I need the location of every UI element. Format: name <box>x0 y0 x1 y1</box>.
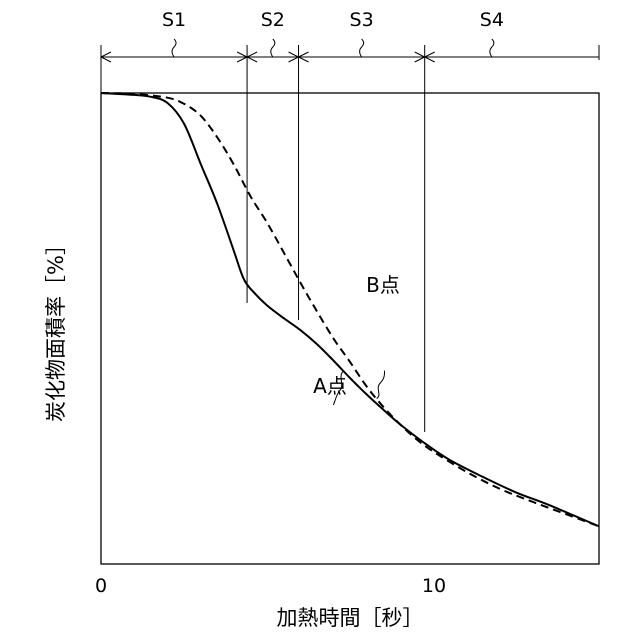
annotation-label-a: A点 <box>313 374 347 398</box>
stage-label-s1: S1 <box>162 9 186 31</box>
stage-span-s4 <box>425 39 599 62</box>
annotation-leader-b <box>377 371 385 399</box>
x-axis-label: 加熱時間［秒］ <box>277 606 424 630</box>
plot-frame <box>101 93 599 564</box>
stage-span-s3 <box>299 39 425 62</box>
stage-label-s3: S3 <box>350 9 374 31</box>
x-tick-label-10: 10 <box>422 575 446 597</box>
stage-span-s2 <box>247 39 298 62</box>
series-layer <box>101 93 599 526</box>
annotation-label-b: B点 <box>366 273 400 297</box>
stage-label-s2: S2 <box>261 9 285 31</box>
series-line-b <box>101 93 599 526</box>
stage-span-s1 <box>101 39 247 62</box>
y-axis-label: 炭化物面積率［%］ <box>44 234 68 422</box>
stage-layer: S1 S2 S3 S4 <box>101 9 599 432</box>
series-line-a <box>101 93 599 526</box>
stage-label-s4: S4 <box>480 9 504 31</box>
x-tick-label-0: 0 <box>95 575 107 597</box>
